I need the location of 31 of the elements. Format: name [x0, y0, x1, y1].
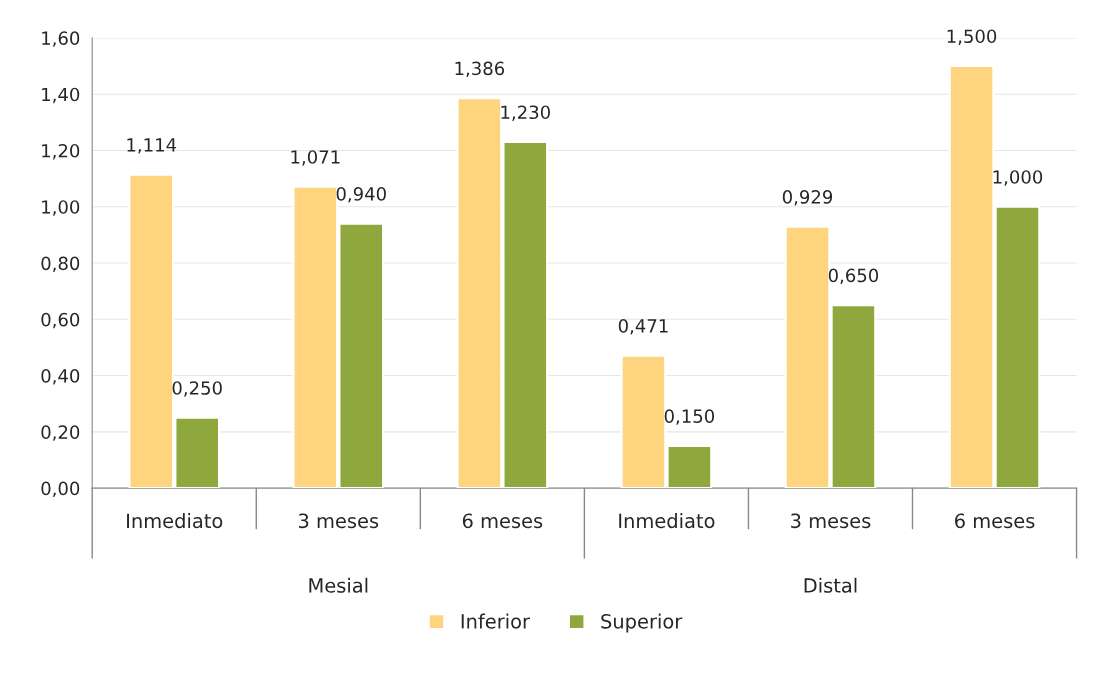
- y-tick-label: 0,60: [41, 312, 80, 329]
- data-label: 1,230: [501, 105, 550, 121]
- data-label: 1,500: [947, 29, 997, 45]
- y-tick-label: 0,00: [41, 481, 80, 498]
- data-label: 1,000: [993, 170, 1043, 186]
- x-tick-label: 6 meses: [955, 513, 1035, 529]
- x-tick-label: Inmediato: [619, 513, 715, 529]
- y-tick-label: 1,00: [42, 200, 80, 216]
- y-tick-label: 0,80: [41, 256, 80, 272]
- text: Distal: [804, 577, 857, 593]
- data-label: 0,471: [618, 318, 668, 335]
- data-label: 1,114: [127, 138, 177, 154]
- legend-label: Inferior: [461, 613, 530, 629]
- data-label: 1,386: [455, 61, 505, 78]
- y-tick-label: 1,60: [42, 31, 80, 47]
- data-label: 0,150: [664, 409, 715, 425]
- text: Mesial: [309, 577, 368, 593]
- data-label: 1,071: [291, 150, 340, 166]
- x-tick-label: Inmediato: [127, 513, 223, 529]
- y-tick-label: 0,20: [41, 425, 80, 441]
- data-label: 0,250: [172, 381, 222, 397]
- y-tick-label: 1,40: [42, 87, 80, 104]
- y-tick-label: 0,40: [41, 369, 80, 385]
- data-label: 0,650: [828, 268, 879, 285]
- data-label: 0,929: [782, 190, 833, 206]
- x-tick-label: 3 meses: [791, 513, 871, 529]
- x-tick-label: 3 meses: [298, 513, 379, 529]
- x-tick-label: 6 meses: [462, 513, 543, 529]
- data-label: 0,940: [336, 187, 386, 203]
- y-tick-label: 1,20: [42, 143, 80, 160]
- legend-label: Superior: [601, 613, 683, 633]
